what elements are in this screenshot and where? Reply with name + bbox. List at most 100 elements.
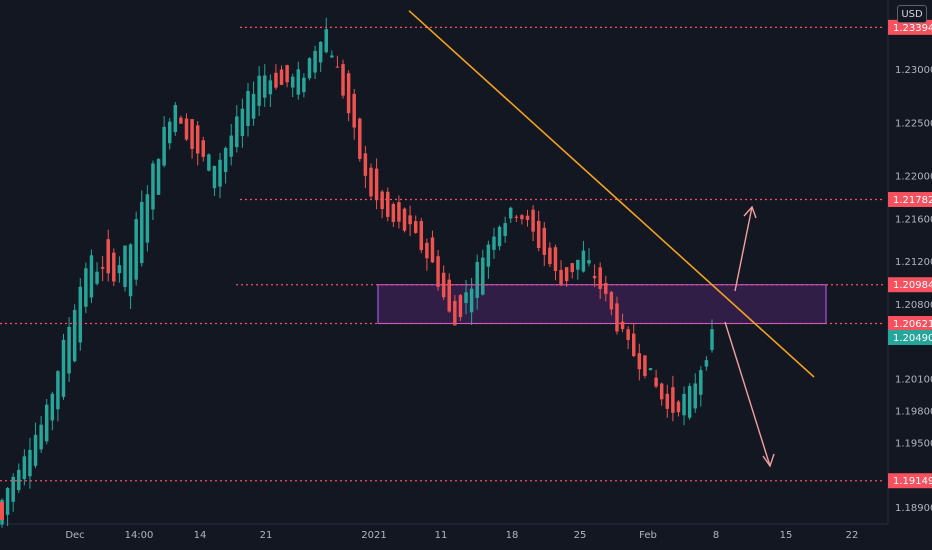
- price-axis-panel: [888, 0, 932, 550]
- candle-body: [352, 93, 356, 128]
- x-tick-label: Feb: [639, 530, 657, 541]
- candle-body: [542, 227, 547, 255]
- candle-body: [643, 355, 647, 376]
- candle-body: [229, 135, 233, 157]
- candle-body: [117, 265, 122, 274]
- candle-body: [475, 261, 479, 298]
- candle-body: [514, 216, 519, 218]
- candle-body: [687, 386, 692, 418]
- candle-body: [425, 242, 429, 259]
- candle-body: [615, 303, 619, 332]
- price-level-label: 1.20621: [893, 319, 932, 330]
- candle-body: [704, 360, 709, 367]
- x-tick-label: 21: [260, 530, 273, 541]
- candle-body: [61, 339, 66, 397]
- y-tick-label: 1.18900: [895, 503, 932, 514]
- current-price-label: 1.20490: [893, 333, 932, 344]
- candle-body: [106, 239, 110, 274]
- x-tick-label: 22: [846, 530, 859, 541]
- candle-body: [503, 223, 507, 237]
- candle-body: [134, 219, 138, 280]
- candle-body: [620, 321, 625, 330]
- candle-body: [397, 202, 401, 222]
- candle-body: [274, 72, 278, 88]
- y-tick-label: 1.21600: [895, 214, 932, 225]
- candle-body: [548, 247, 552, 265]
- x-tick-label: 8: [713, 530, 719, 541]
- x-tick-label: 25: [574, 530, 587, 541]
- candle-body: [626, 329, 630, 340]
- candle-body: [413, 221, 418, 233]
- candle-body: [570, 263, 574, 273]
- candle-body: [553, 247, 558, 271]
- candle-body: [441, 272, 446, 298]
- candle-body: [598, 267, 602, 289]
- candle-body: [28, 449, 32, 477]
- candle-body: [374, 168, 379, 201]
- x-tick-label: 2021: [361, 530, 386, 541]
- candle-body: [654, 377, 658, 387]
- x-tick-label: 14: [194, 530, 207, 541]
- candle-body: [671, 387, 675, 413]
- candle-body: [665, 393, 670, 409]
- currency-badge[interactable]: USD: [897, 5, 927, 23]
- candle-body: [631, 333, 636, 357]
- y-tick-label: 1.19800: [895, 407, 932, 418]
- price-level-tag: [888, 473, 932, 489]
- candle-body: [240, 108, 245, 136]
- candle-body: [330, 55, 334, 58]
- candle-body: [676, 401, 681, 413]
- candles-group: [0, 17, 714, 528]
- candle-body: [497, 226, 502, 247]
- candle-body: [151, 163, 155, 210]
- candle-body: [246, 91, 250, 127]
- candle-body: [207, 154, 211, 171]
- candle-body: [302, 77, 306, 93]
- candle-body: [17, 469, 21, 491]
- candle-body: [592, 275, 597, 279]
- y-tick-label: 1.23000: [895, 65, 932, 76]
- price-level-label: 1.19149: [893, 476, 932, 487]
- price-level-label: 1.21782: [893, 195, 932, 206]
- candle-body: [84, 268, 88, 307]
- y-tick-label: 1.20800: [895, 300, 932, 311]
- up-arrow-shaft: [734, 206, 753, 292]
- candle-body: [525, 215, 530, 220]
- candle-body: [346, 73, 351, 114]
- price-level-label: 1.20984: [893, 280, 932, 291]
- candle-body: [363, 153, 368, 176]
- candle-body: [386, 191, 390, 217]
- candle-body: [128, 244, 133, 297]
- x-tick-label: 14:00: [125, 530, 154, 541]
- price-level-tag: [888, 192, 932, 208]
- candle-body: [290, 76, 295, 88]
- candle-body: [609, 291, 614, 310]
- candle-body: [481, 257, 485, 295]
- price-level-tag: [888, 316, 932, 332]
- candle-body: [285, 65, 289, 83]
- candle-body: [391, 203, 396, 222]
- candle-body: [564, 267, 569, 282]
- candle-body: [56, 371, 60, 410]
- candle-body: [447, 279, 451, 312]
- candle-body: [509, 207, 513, 219]
- candle-body: [112, 252, 116, 282]
- candle-body: [536, 220, 541, 248]
- y-tick-label: 1.20100: [895, 375, 932, 386]
- edge-marker: [0, 502, 4, 520]
- candle-body: [72, 309, 77, 362]
- current-price-tag: [888, 330, 932, 346]
- down-arrow-head: [762, 453, 775, 468]
- candle-body: [710, 329, 714, 351]
- candle-body: [436, 256, 440, 287]
- candle-body: [637, 353, 642, 370]
- candle-body: [576, 259, 580, 270]
- candle-body: [44, 404, 49, 442]
- candle-body: [89, 255, 94, 298]
- candle-body: [162, 126, 166, 166]
- candle-body: [268, 80, 273, 95]
- candle-body: [50, 393, 55, 421]
- candle-body: [39, 424, 43, 450]
